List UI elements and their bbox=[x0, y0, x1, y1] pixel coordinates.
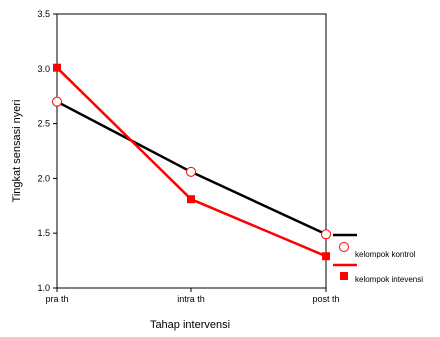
y-tick-label: 3.5 bbox=[37, 9, 50, 19]
x-tick-label: post th bbox=[312, 294, 339, 304]
x-tick-label: intra th bbox=[177, 294, 205, 304]
series-line-intervensi bbox=[56, 66, 327, 258]
x-axis: pra th intra th post th bbox=[45, 288, 340, 304]
y-tick-label: 2.5 bbox=[37, 119, 50, 129]
data-point-intervensi bbox=[322, 252, 330, 261]
series-lines bbox=[56, 66, 327, 258]
data-point-kontrol bbox=[186, 166, 196, 177]
data-point-kontrol bbox=[52, 96, 62, 107]
y-tick-label: 2.0 bbox=[37, 173, 50, 183]
y-tick-label: 1.5 bbox=[37, 228, 50, 238]
y-tick-label: 3.0 bbox=[37, 64, 50, 74]
plot-frame bbox=[56, 13, 327, 289]
y-axis: 1.0 1.5 2.0 2.5 3.0 3.5 bbox=[37, 9, 57, 293]
x-tick-label: pra th bbox=[45, 294, 68, 304]
legend-label-kontrol: kelompok kontrol bbox=[355, 250, 416, 259]
legend-label-intervensi: kelompok intevensi bbox=[355, 275, 423, 284]
x-axis-label: Tahap intervensi bbox=[150, 319, 230, 331]
legend: kelompok kontrol kelompok intevensi bbox=[333, 233, 423, 284]
data-point-kontrol bbox=[321, 229, 331, 240]
data-point-intervensi bbox=[53, 63, 61, 72]
series-markers bbox=[52, 63, 331, 261]
data-point-intervensi bbox=[187, 195, 195, 204]
y-axis-label: Tingkat sensasi nyeri bbox=[11, 100, 23, 203]
legend-marker-intervensi bbox=[340, 272, 348, 280]
y-tick-label: 1.0 bbox=[37, 283, 50, 293]
legend-marker-kontrol bbox=[339, 242, 349, 252]
